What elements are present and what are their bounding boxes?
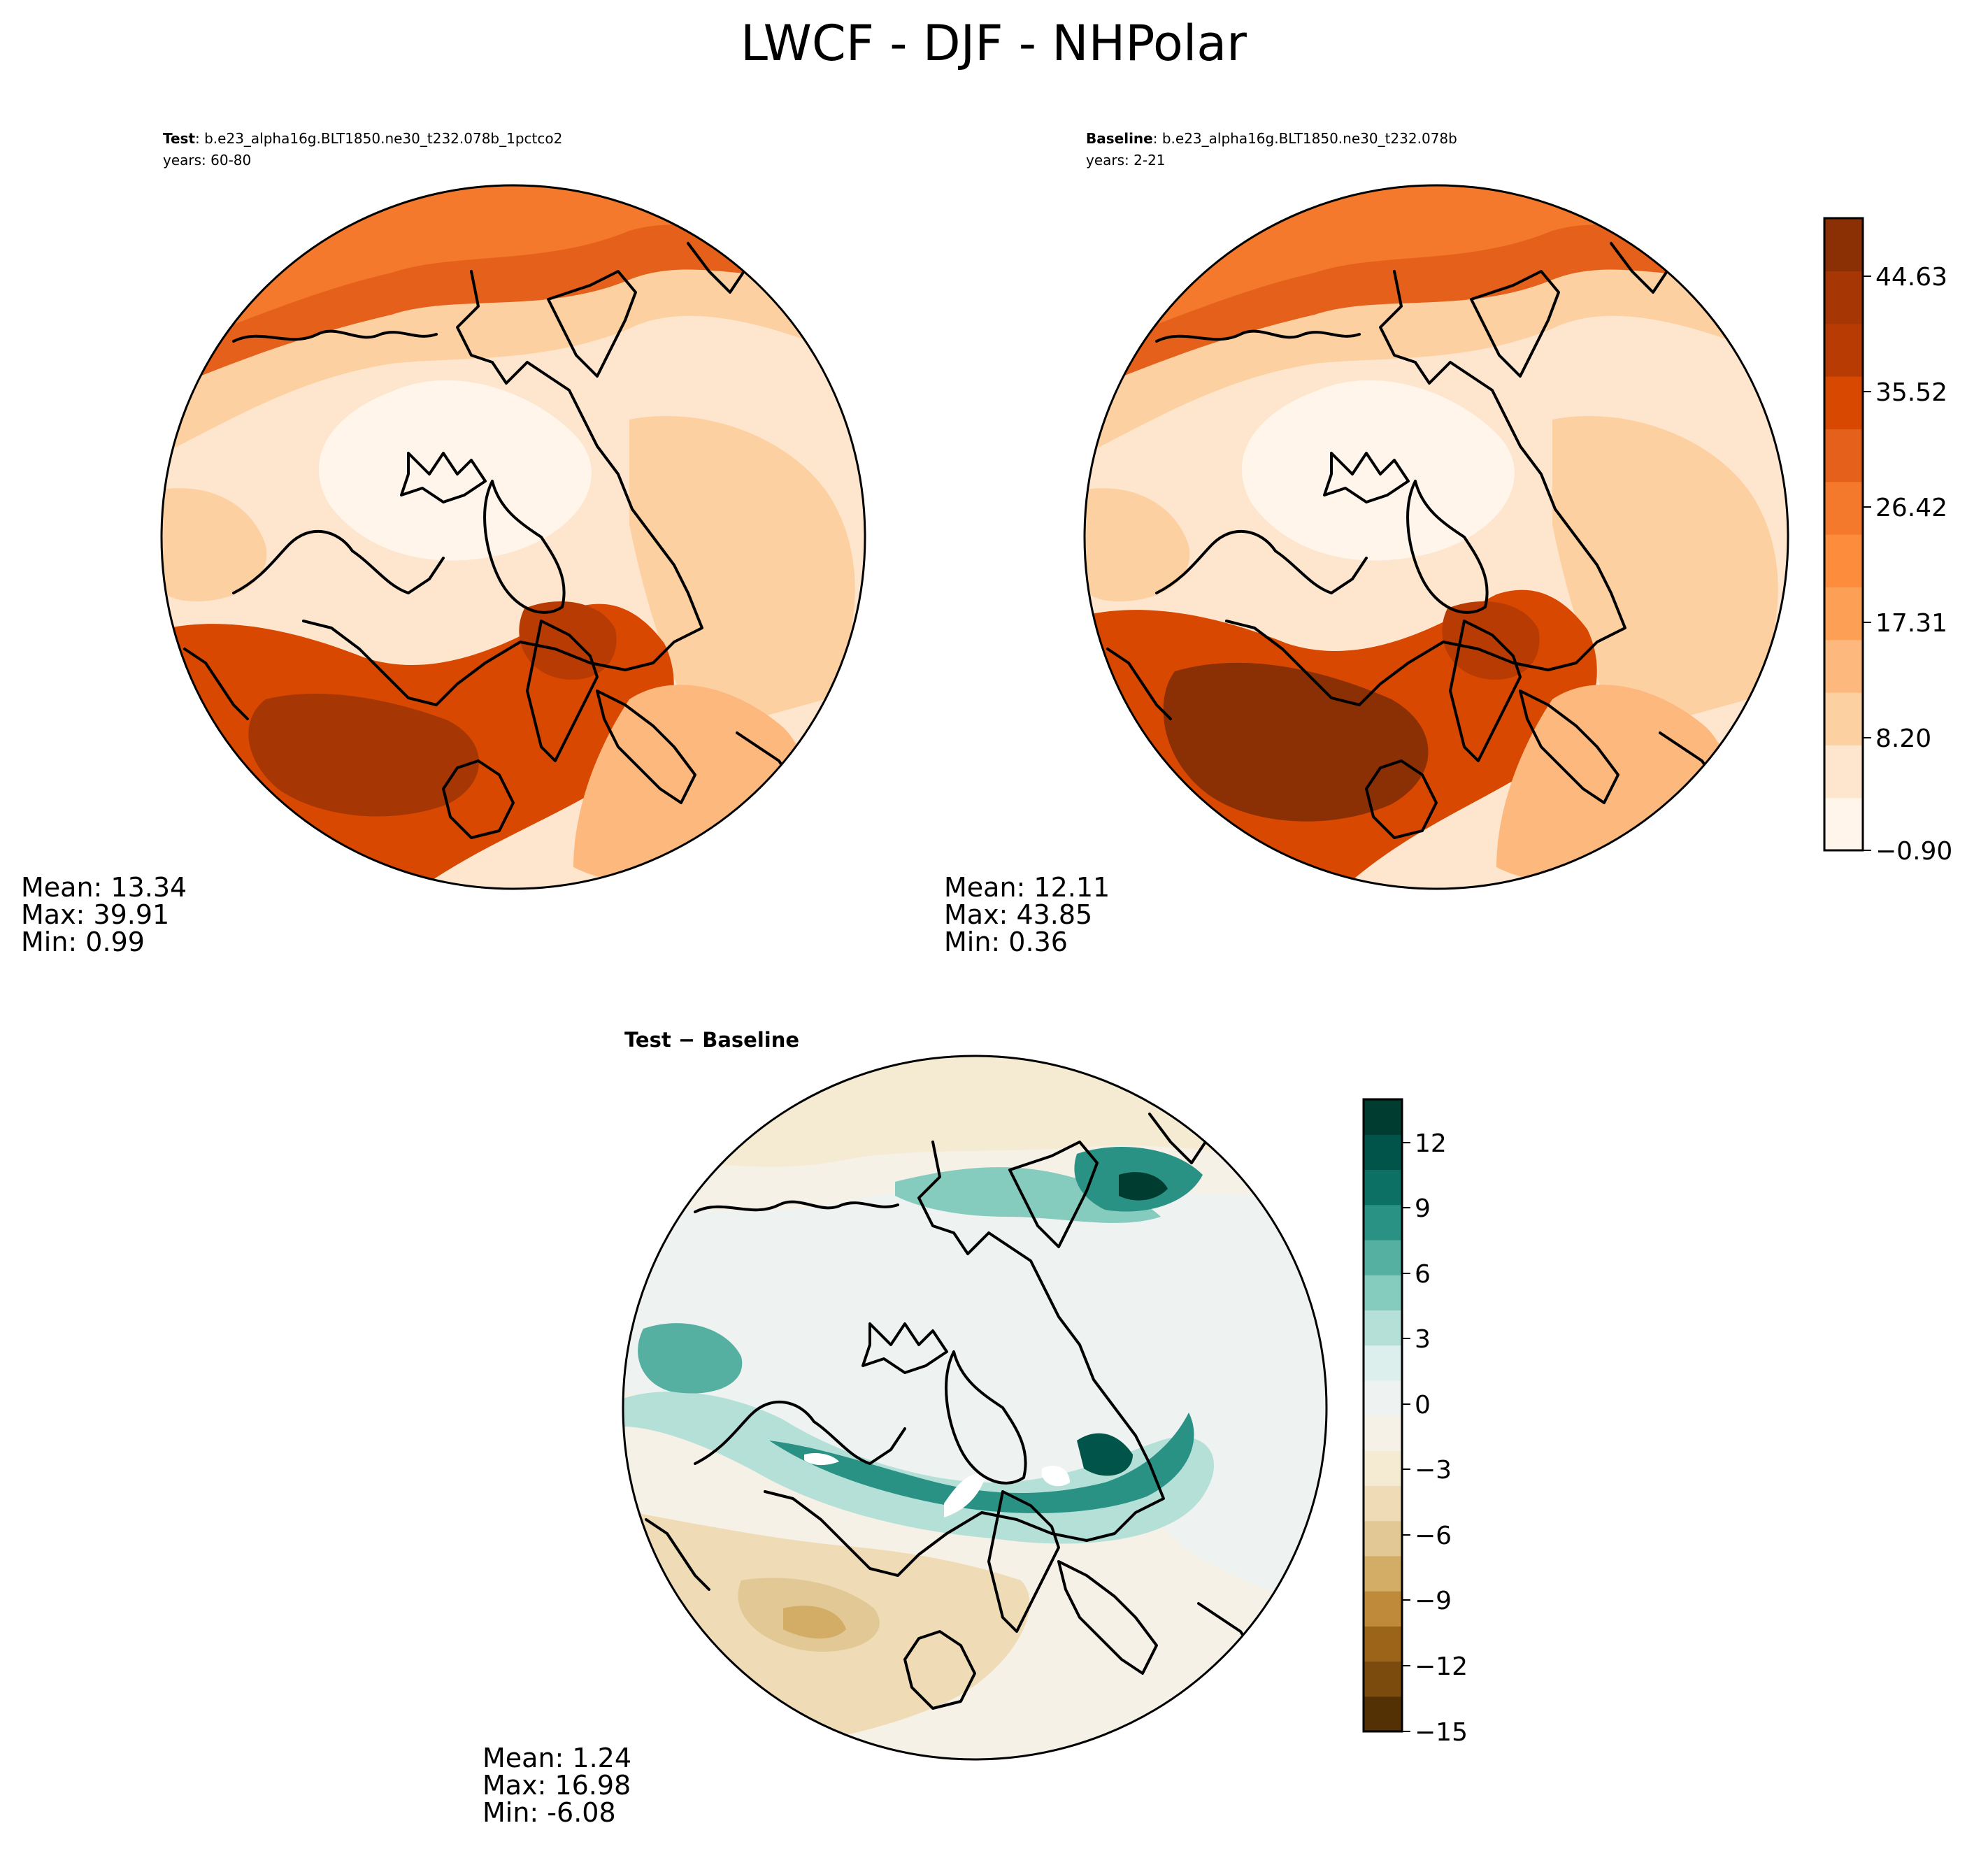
test-years: years: 60-80 [163, 152, 251, 169]
panel-baseline: Baseline: b.e23_alpha16g.BLT1850.ne30_t2… [944, 130, 1789, 957]
diff-cbar-tick-label: −3 [1415, 1456, 1452, 1485]
difference-label: Test − Baseline [624, 1028, 799, 1052]
diff-cbar-tick-label: 0 [1415, 1391, 1431, 1420]
diff-cbar-tick-label: −6 [1415, 1522, 1452, 1550]
panel-test: Test: b.e23_alpha16g.BLT1850.ne30_t232.0… [21, 130, 866, 957]
test-map [162, 185, 865, 889]
main-colorbar-block [1824, 376, 1863, 429]
difference-max: Max: 16.98 [482, 1770, 631, 1801]
diff-colorbar-block [1364, 1696, 1402, 1732]
diff-cbar-tick-label: −15 [1415, 1718, 1468, 1747]
main-colorbar-block [1824, 323, 1863, 377]
diff-colorbar-block [1364, 1626, 1402, 1662]
difference-map [623, 1056, 1326, 1759]
main-cbar-tick-label: −0.90 [1875, 837, 1952, 866]
test-mean: Mean: 13.34 [21, 872, 187, 903]
main-cbar-tick-label: 44.63 [1875, 263, 1947, 292]
diff-colorbar-block [1364, 1099, 1402, 1135]
figure-title: LWCF - DJF - NHPolar [741, 15, 1247, 72]
diff-colorbar-block [1364, 1485, 1402, 1522]
main-colorbar-block [1824, 481, 1863, 535]
diff-colorbar-block [1364, 1380, 1402, 1416]
diff-cbar-tick-label: 9 [1415, 1194, 1431, 1223]
diff-colorbar-block [1364, 1520, 1402, 1557]
main-cbar-tick-label: 35.52 [1875, 378, 1947, 407]
diff-colorbar-block [1364, 1450, 1402, 1487]
diff-colorbar: 12 9 6 3 0 −3 −6 −9 −12 −15 [1362, 1098, 1468, 1747]
main-colorbar-block [1824, 534, 1863, 587]
baseline-label-bold: Baseline [1086, 130, 1153, 147]
diff-cbar-tick-label: −9 [1415, 1587, 1452, 1615]
baseline-min: Min: 0.36 [944, 927, 1068, 957]
diff-colorbar-ticks: 12 9 6 3 0 −3 −6 −9 −12 −15 [1402, 1129, 1468, 1747]
main-colorbar-block [1824, 587, 1863, 641]
main-colorbar: 44.63 35.52 26.42 17.31 8.20 −0.90 [1823, 217, 1952, 866]
main-colorbar-block [1824, 692, 1863, 745]
test-label-rest: : b.e23_alpha16g.BLT1850.ne30_t232.078b_… [195, 130, 562, 147]
diff-colorbar-block [1364, 1275, 1402, 1310]
baseline-years: years: 2-21 [1086, 152, 1166, 169]
main-cbar-tick-label: 17.31 [1875, 609, 1947, 638]
baseline-mean: Mean: 12.11 [944, 872, 1110, 903]
diff-colorbar-block [1364, 1591, 1402, 1627]
main-colorbar-frame [1823, 217, 1864, 852]
main-colorbar-ticks: 44.63 35.52 26.42 17.31 8.20 −0.90 [1863, 263, 1952, 866]
diff-colorbar-block [1364, 1345, 1402, 1381]
baseline-map [1085, 185, 1788, 889]
diff-colorbar-block [1364, 1415, 1402, 1451]
diff-colorbar-blocks [1364, 1099, 1402, 1732]
diff-cbar-tick-label: 12 [1415, 1129, 1447, 1158]
main-colorbar-blocks [1824, 218, 1863, 851]
main-colorbar-block [1824, 639, 1863, 693]
main-colorbar-block [1824, 271, 1863, 324]
test-max: Max: 39.91 [21, 899, 169, 930]
diff-colorbar-block [1364, 1204, 1402, 1241]
main-cbar-tick-label: 26.42 [1875, 494, 1947, 522]
diff-colorbar-block [1364, 1310, 1402, 1346]
difference-map-boundary [622, 1055, 1328, 1761]
main-cbar-tick-label: 8.20 [1875, 724, 1931, 753]
diff-colorbar-block [1364, 1134, 1402, 1171]
baseline-map-boundary [1083, 184, 1789, 890]
main-colorbar-block [1824, 745, 1863, 799]
main-colorbar-block [1824, 429, 1863, 483]
diff-cbar-tick-label: 6 [1415, 1260, 1431, 1289]
baseline-max: Max: 43.85 [944, 899, 1092, 930]
test-map-boundary [160, 184, 866, 890]
test-label: Test: b.e23_alpha16g.BLT1850.ne30_t232.0… [163, 130, 562, 147]
diff-colorbar-block [1364, 1661, 1402, 1697]
difference-mean: Mean: 1.24 [482, 1743, 631, 1773]
test-min: Min: 0.99 [21, 927, 145, 957]
panel-difference: Test − Baseline Mean: 1.24 Max: 16.98 Mi… [482, 1028, 1328, 1828]
diff-cbar-tick-label: −12 [1415, 1652, 1468, 1681]
diff-colorbar-block [1364, 1239, 1402, 1276]
diff-colorbar-block [1364, 1555, 1402, 1592]
baseline-label-rest: : b.e23_alpha16g.BLT1850.ne30_t232.078b [1153, 130, 1457, 147]
difference-min: Min: -6.08 [482, 1797, 616, 1828]
diff-colorbar-frame [1362, 1098, 1403, 1733]
diff-cbar-tick-label: 3 [1415, 1325, 1431, 1354]
test-label-bold: Test [163, 130, 195, 147]
main-colorbar-block [1824, 797, 1863, 851]
baseline-label: Baseline: b.e23_alpha16g.BLT1850.ne30_t2… [1086, 130, 1457, 147]
main-colorbar-block [1824, 218, 1863, 271]
diff-colorbar-block [1364, 1169, 1402, 1206]
